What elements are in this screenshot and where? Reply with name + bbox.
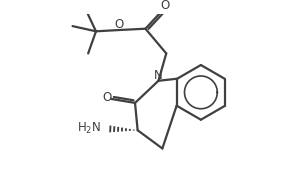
Text: O: O [160,0,169,12]
Text: H$_2$N: H$_2$N [77,121,101,136]
Text: O: O [115,18,124,31]
Text: O: O [102,91,112,104]
Text: N: N [154,69,162,82]
